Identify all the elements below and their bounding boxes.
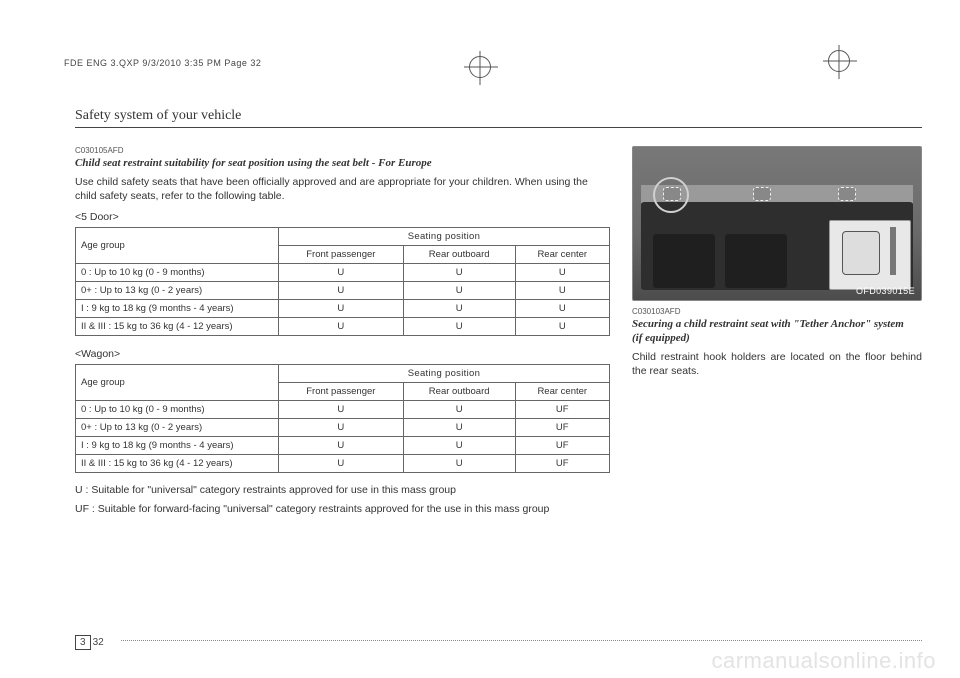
suitability-table-wagon: Age group Seating position Front passeng… [75,364,610,473]
cell-rear-center: U [515,264,609,282]
table-row: I : 9 kg to 18 kg (9 months - 4 years)UU… [76,437,610,455]
registration-target-icon [828,50,850,72]
cell-front-passenger: U [278,437,403,455]
anchor-point-icon [753,187,771,201]
crop-filename: FDE ENG 3.QXP 9/3/2010 3:35 PM Page 32 [64,58,261,68]
section-subheading: Child seat restraint suitability for sea… [75,157,610,171]
table-row: 0 : Up to 10 kg (0 - 9 months)UUUF [76,401,610,419]
table-row: 0+ : Up to 13 kg (0 - 2 years)UUU [76,282,610,300]
col-rear-center: Rear center [515,383,609,401]
page-header: Safety system of your vehicle [75,108,922,128]
cell-rear-outboard: U [403,401,515,419]
legend-uf: UF : Suitable for forward-facing "univer… [75,502,610,517]
body-text: Child restraint hook holders are located… [632,350,922,378]
col-seating-position: Seating position [278,228,609,246]
col-rear-outboard: Rear outboard [403,383,515,401]
cell-front-passenger: U [278,264,403,282]
right-column: OFD039015E C030103AFD Securing a child r… [632,146,922,516]
left-column: C030105AFD Child seat restraint suitabil… [75,146,610,516]
registration-target-icon [469,56,491,78]
cell-front-passenger: U [278,401,403,419]
cell-rear-outboard: U [403,282,515,300]
variant-5door-label: <5 Door> [75,211,610,223]
cell-front-passenger: U [278,455,403,473]
cell-age: 0 : Up to 10 kg (0 - 9 months) [76,264,279,282]
tether-anchor-photo: OFD039015E [632,146,922,301]
footer-rule [121,640,922,641]
cell-rear-outboard: U [403,318,515,336]
cell-age: I : 9 kg to 18 kg (9 months - 4 years) [76,437,279,455]
table-row: 0+ : Up to 13 kg (0 - 2 years)UUUF [76,419,610,437]
cell-rear-center: UF [515,419,609,437]
cell-age: 0+ : Up to 13 kg (0 - 2 years) [76,282,279,300]
suitability-table-5door: Age group Seating position Front passeng… [75,227,610,336]
section-code: C030103AFD [632,307,922,316]
cell-age: 0 : Up to 10 kg (0 - 9 months) [76,401,279,419]
watermark: carmanualsonline.info [711,648,936,674]
cell-rear-center: U [515,318,609,336]
subheading-line1: Securing a child restraint seat with "Te… [632,318,904,330]
cell-rear-center: U [515,282,609,300]
col-rear-center: Rear center [515,246,609,264]
cell-age: II & III : 15 kg to 36 kg (4 - 12 years) [76,318,279,336]
cell-rear-outboard: U [403,264,515,282]
page-number: 332 [75,637,104,648]
section-number: 3 [75,635,91,650]
col-seating-position: Seating position [278,365,609,383]
legend-u: U : Suitable for "universal" category re… [75,483,610,498]
table-row: II & III : 15 kg to 36 kg (4 - 12 years)… [76,318,610,336]
cell-front-passenger: U [278,318,403,336]
page-number-value: 32 [93,637,104,648]
col-front-passenger: Front passenger [278,383,403,401]
cell-rear-center: UF [515,401,609,419]
cell-age: II & III : 15 kg to 36 kg (4 - 12 years) [76,455,279,473]
cell-rear-center: U [515,300,609,318]
cell-rear-outboard: U [403,300,515,318]
legend: U : Suitable for "universal" category re… [75,483,610,516]
section-code: C030105AFD [75,146,610,155]
variant-wagon-label: <Wagon> [75,348,610,360]
anchor-point-icon [838,187,856,201]
table-row: I : 9 kg to 18 kg (9 months - 4 years)UU… [76,300,610,318]
cell-age: I : 9 kg to 18 kg (9 months - 4 years) [76,300,279,318]
cell-front-passenger: U [278,300,403,318]
col-front-passenger: Front passenger [278,246,403,264]
cell-rear-center: UF [515,437,609,455]
cell-front-passenger: U [278,282,403,300]
subheading-line2: (if equipped) [632,332,690,344]
cell-age: 0+ : Up to 13 kg (0 - 2 years) [76,419,279,437]
cell-rear-outboard: U [403,437,515,455]
col-rear-outboard: Rear outboard [403,246,515,264]
col-age-group: Age group [76,228,279,264]
table-row: 0 : Up to 10 kg (0 - 9 months)UUU [76,264,610,282]
section-subheading: Securing a child restraint seat with "Te… [632,318,922,346]
cell-rear-outboard: U [403,455,515,473]
table-row: II & III : 15 kg to 36 kg (4 - 12 years)… [76,455,610,473]
intro-text: Use child safety seats that have been of… [75,175,610,203]
tether-diagram-icon [829,220,911,290]
image-code: OFD039015E [856,286,915,296]
cell-rear-outboard: U [403,419,515,437]
cell-rear-center: UF [515,455,609,473]
col-age-group: Age group [76,365,279,401]
cell-front-passenger: U [278,419,403,437]
page-content: Safety system of your vehicle C030105AFD… [75,108,922,648]
